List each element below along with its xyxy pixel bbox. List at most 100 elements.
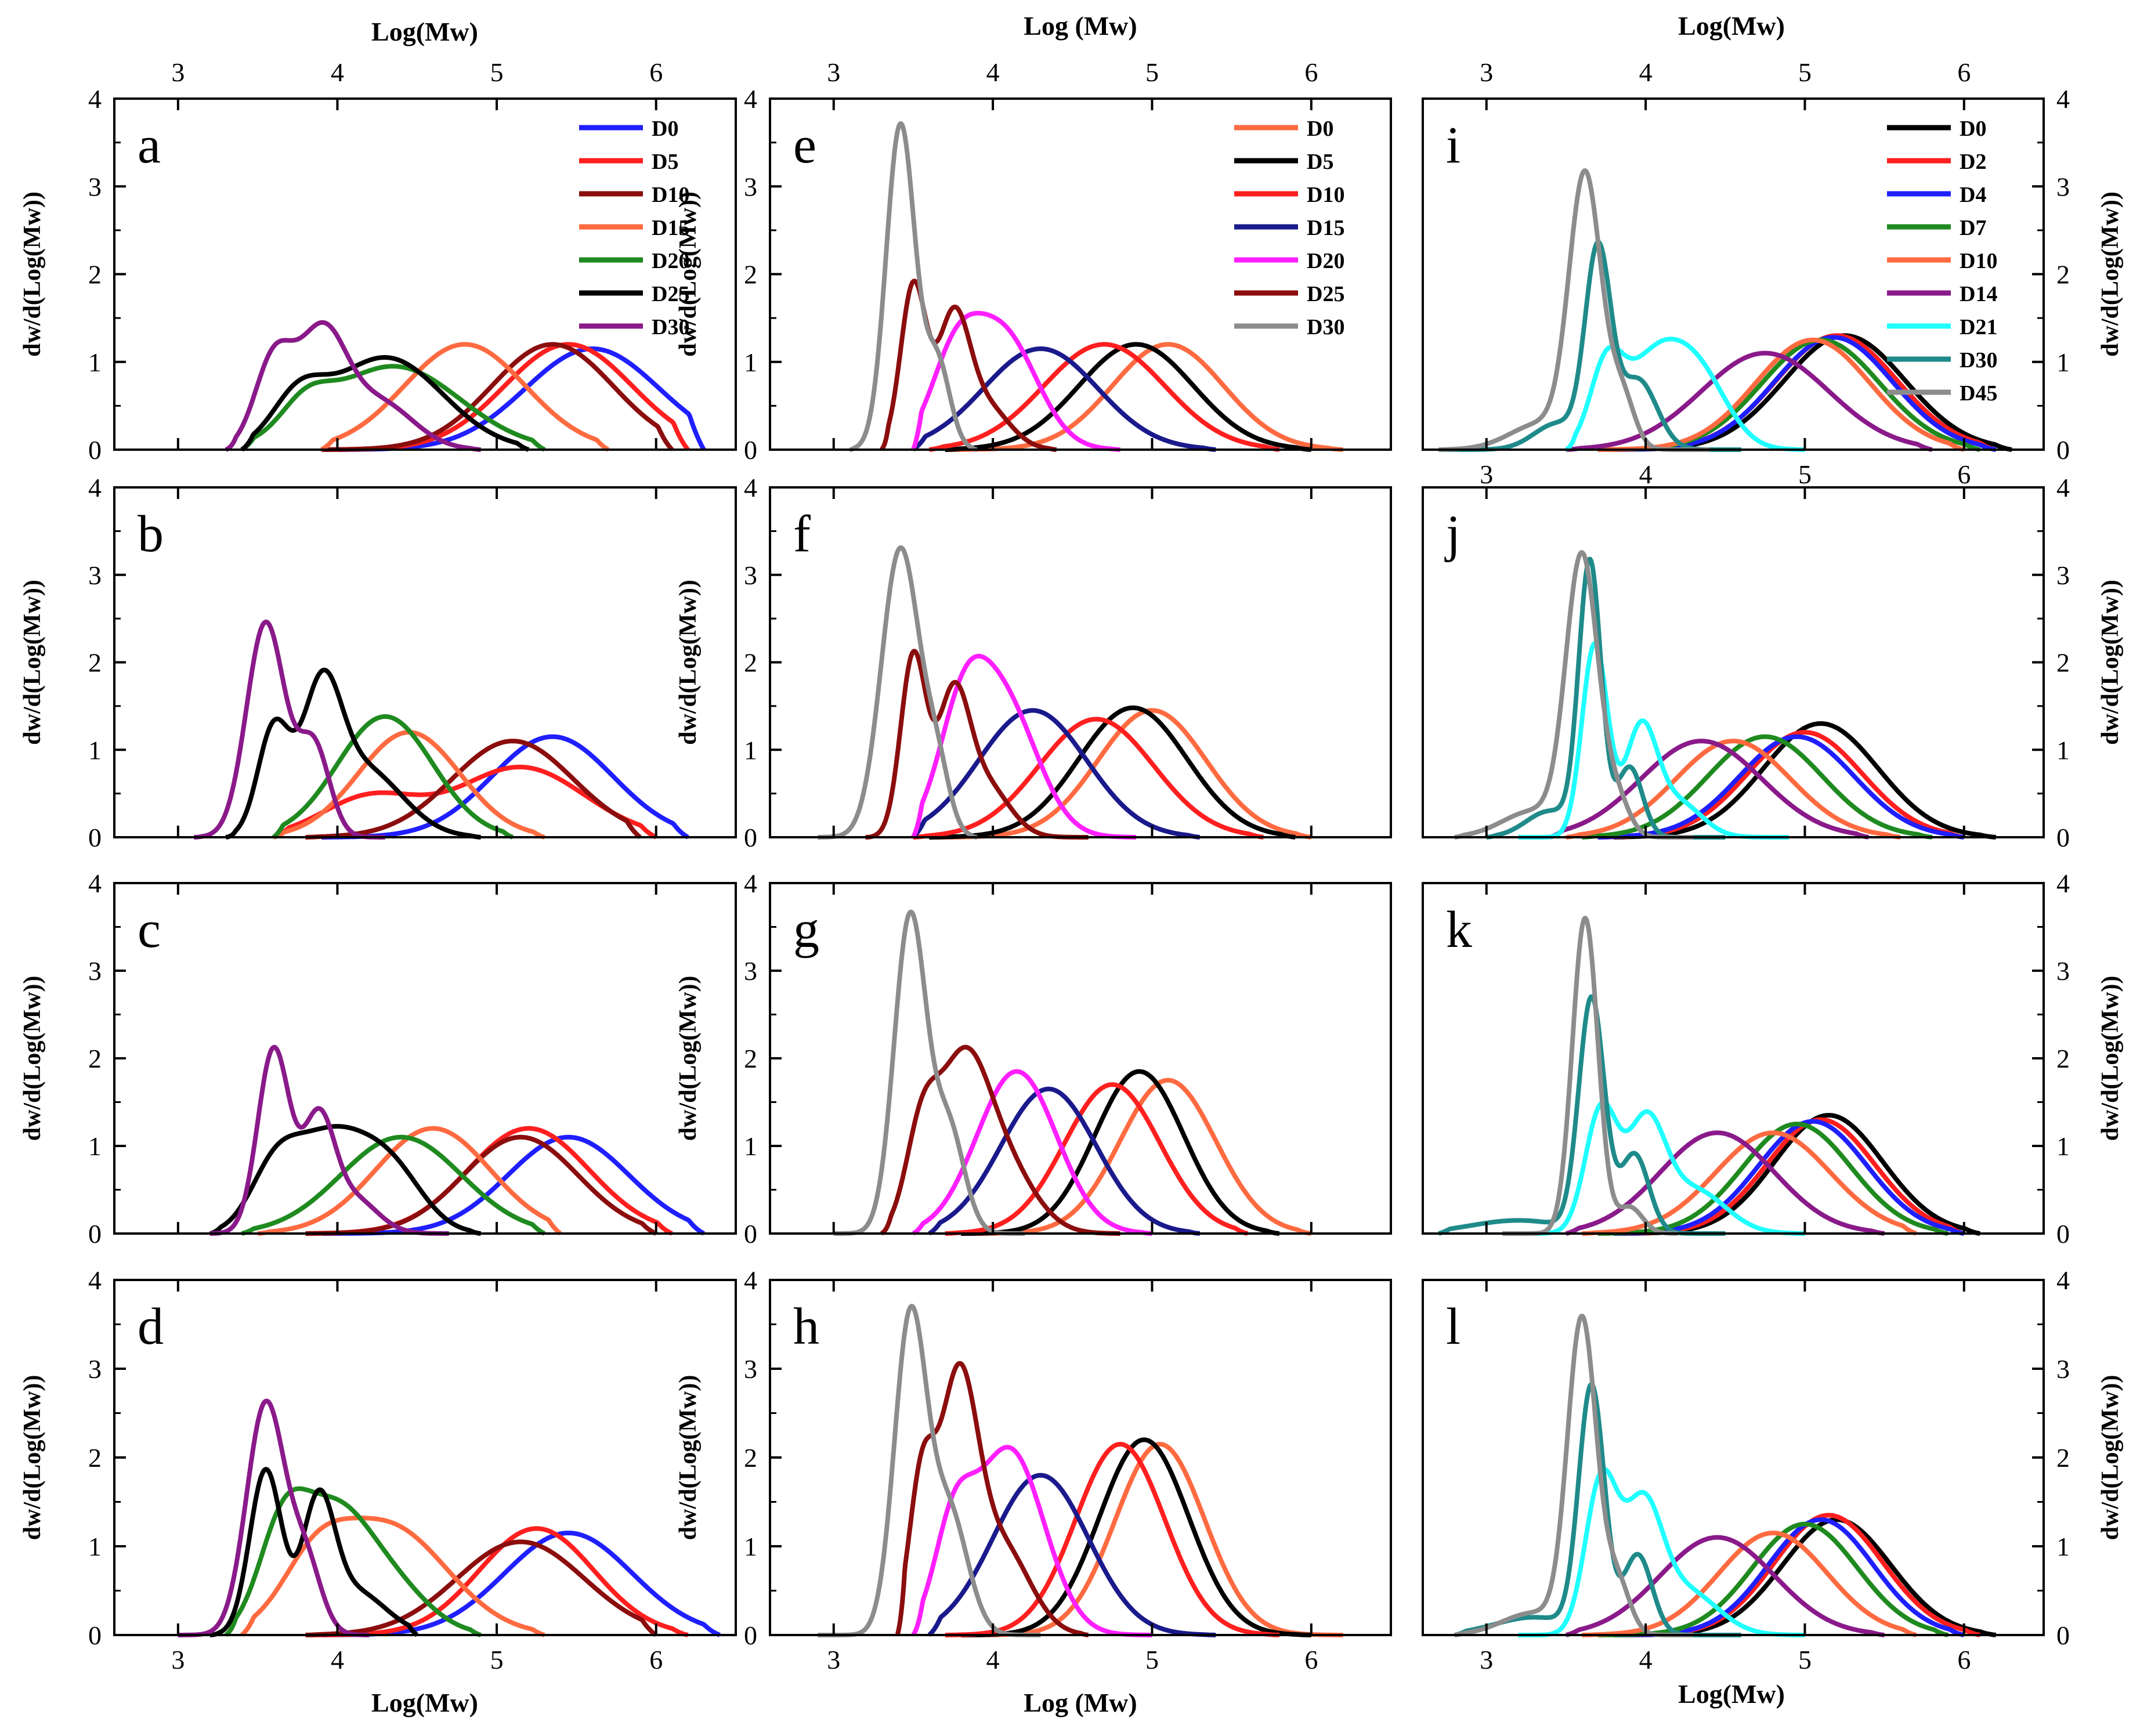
y-tick-label: 1: [88, 735, 102, 765]
y-tick-label: 4: [2056, 84, 2070, 114]
y-tick-label: 1: [2056, 1131, 2070, 1161]
y-tick-label: 2: [2056, 648, 2070, 678]
x-tick-label-top: 6: [1957, 57, 1971, 87]
panel-i-frame: [1422, 97, 2045, 451]
top-label-col2: Log (Mw): [1024, 11, 1137, 41]
y-tick-label: 0: [88, 1219, 102, 1249]
y-tick-label: 1: [88, 1532, 102, 1561]
x-tick-label: 3: [1480, 460, 1493, 489]
panel-l-frame: [1422, 1279, 2045, 1636]
legend-label: D15: [652, 216, 689, 240]
y-tick-label: 3: [744, 172, 757, 201]
panel-a-series: [224, 320, 706, 452]
series-line-g-d20: [912, 1069, 1154, 1236]
legend-label: D30: [1960, 348, 1997, 372]
panel-h-series: [816, 1304, 1344, 1637]
series-line-b-d20: [272, 714, 514, 840]
y-axis-label: dw/d(Log(Mw)): [19, 976, 46, 1141]
x-tick-label-top: 4: [986, 57, 1000, 87]
y-tick-label: 4: [744, 1265, 757, 1295]
y-tick-label: 0: [744, 1219, 757, 1249]
y-tick-label: 4: [2056, 869, 2070, 898]
y-tick-label: 4: [744, 869, 757, 898]
x-tick-label: 3: [827, 1645, 840, 1674]
y-tick-label: 0: [88, 823, 102, 852]
series-line-g-d30: [832, 909, 1026, 1236]
series-line-k-d30: [1437, 994, 1727, 1236]
panel-b: 0 1 2 3 4 b dw/d(Log(Mw)): [19, 473, 737, 852]
legend-label: D7: [1960, 216, 1986, 240]
x-tick-label: 4: [331, 1645, 344, 1674]
series-line-c-d30: [208, 1044, 451, 1236]
series-line-b-d10: [304, 739, 642, 840]
x-tick-label-top: 6: [1304, 57, 1318, 87]
legend-label: D4: [1960, 183, 1986, 207]
series-line-g-d10: [943, 1082, 1249, 1236]
panel-letter-g: g: [793, 901, 819, 959]
y-tick-label: 2: [744, 260, 757, 290]
legend-label: D14: [1960, 282, 1997, 306]
series-line-c-d5: [305, 1126, 673, 1236]
y-axis-label: dw/d(Log(Mw)): [675, 191, 702, 357]
legend-label: D45: [1960, 381, 1997, 406]
panel-letter-e: e: [793, 117, 816, 174]
bottom-label-col3: Log(Mw): [1678, 1679, 1785, 1709]
x-tick-label-top: 4: [1639, 57, 1653, 87]
series-line-b-d25: [224, 667, 482, 840]
y-tick-label: 0: [2056, 1621, 2070, 1650]
series-line-e-d30: [848, 121, 979, 452]
series-line-d-d10: [304, 1539, 658, 1637]
legend-label: D0: [1960, 117, 1986, 141]
series-line-f-d5: [928, 705, 1296, 840]
series-line-d-d25: [208, 1467, 419, 1637]
y-tick-label: 0: [744, 823, 757, 852]
series-line-a-d10: [320, 342, 674, 452]
panel-h: 0 1 2 3 4 3 4 5 6 h dw/d(Log(Mw)): [675, 1265, 1392, 1674]
panel-k: 0 1 2 3 4 k dw/d(Log(Mw)): [1422, 869, 2124, 1249]
y-tick-label: 2: [744, 1044, 757, 1073]
y-tick-label: 3: [744, 1354, 757, 1384]
x-tick-label: 6: [1957, 1645, 1971, 1674]
panel-i-series: [1437, 168, 2013, 452]
x-tick-label-top: 5: [1798, 57, 1812, 87]
top-label-col1: Log(Mw): [371, 17, 478, 46]
x-tick-label-top: 3: [171, 57, 185, 87]
series-line-j-d14: [1549, 739, 1870, 840]
y-tick-label: 3: [2056, 172, 2070, 201]
series-line-h-d0: [960, 1442, 1344, 1637]
series-line-l-d14: [1565, 1535, 1886, 1637]
x-tick-label: 5: [1145, 1645, 1159, 1674]
y-tick-label: 2: [2056, 1443, 2070, 1473]
y-tick-label: 4: [88, 473, 102, 502]
x-tick-label: 3: [171, 1645, 185, 1674]
y-tick-label: 4: [744, 473, 757, 502]
series-line-j-d0: [1613, 721, 1997, 840]
x-tick-label: 5: [1798, 460, 1812, 489]
series-line-a-d25: [240, 355, 530, 452]
series-line-a-d30: [224, 320, 482, 452]
panel-c-series: [208, 1044, 705, 1236]
y-tick-label: 4: [2056, 473, 2070, 502]
x-tick-label: 5: [1798, 1645, 1812, 1674]
y-tick-label: 0: [88, 1621, 102, 1650]
series-line-e-d15: [912, 346, 1217, 452]
y-tick-label: 1: [744, 1532, 757, 1561]
panel-f-series: [816, 545, 1313, 840]
y-tick-label: 4: [88, 1265, 102, 1295]
panel-j: 0 1 2 3 4 j dw/d(Log(Mw)): [1422, 473, 2124, 852]
series-line-i-d21: [1564, 337, 1806, 452]
series-line-c-d25: [208, 1124, 482, 1236]
legend-label: D5: [1307, 150, 1333, 174]
panel-g-series: [832, 909, 1313, 1236]
series-line-j-d10: [1565, 739, 1901, 840]
legend-label: D10: [1960, 249, 1997, 273]
legend-label: D0: [652, 117, 678, 141]
y-axis-label: dw/d(Log(Mw)): [2097, 976, 2124, 1141]
legend-e: D0 D5 D10 D15 D20 D25 D30: [1234, 117, 1344, 339]
panel-letter-b: b: [138, 505, 164, 563]
x-tick-label-top: 3: [1480, 57, 1493, 87]
y-tick-label: 4: [88, 869, 102, 898]
panel-letter-d: d: [138, 1298, 164, 1355]
